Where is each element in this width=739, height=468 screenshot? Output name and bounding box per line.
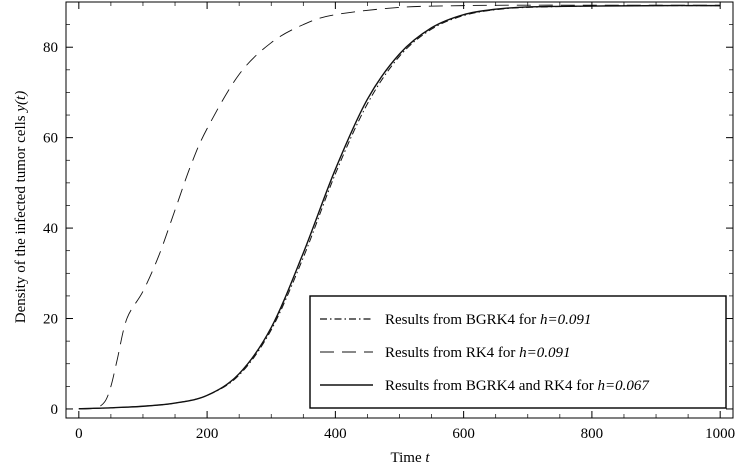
y-tick-label: 40: [43, 221, 58, 237]
legend-label-h: h=0.091: [540, 312, 591, 328]
x-tick-label: 400: [324, 426, 347, 442]
legend-label-h: h=0.091: [519, 345, 570, 361]
y-tick-label: 80: [43, 40, 58, 56]
legend-label-h: h=0.067: [598, 378, 651, 394]
y-axis-title-variable: y(t): [13, 91, 29, 114]
legend-label-3: Results from BGRK4 and RK4 for h=0.067: [385, 378, 650, 394]
y-axis-title-text: Density of the infected tumor cells: [13, 115, 29, 323]
legend-label-2: Results from RK4 for h=0.091: [385, 345, 571, 361]
x-tick-label: 800: [581, 426, 604, 442]
series-line-1: [78, 5, 721, 410]
y-tick-label: 60: [43, 131, 58, 147]
legend-label-text: Results from BGRK4 for: [385, 312, 540, 328]
legend-label-1: Results from BGRK4 for h=0.091: [385, 312, 591, 328]
x-tick-label: 200: [196, 426, 219, 442]
x-axis-title-variable: t: [425, 450, 430, 466]
axes: 0 200 400 600 800 1000 0 20 40 60 80: [43, 1, 735, 442]
x-tick-label: 600: [452, 426, 475, 442]
y-tick-label: 0: [51, 402, 59, 418]
x-tick-label: 1000: [705, 426, 735, 442]
legend-label-text: Results from RK4 for: [385, 345, 519, 361]
x-tick-label: 0: [75, 426, 83, 442]
x-axis-title: Time t: [390, 450, 430, 466]
y-tick-label: 20: [43, 312, 58, 328]
y-axis-title: Density of the infected tumor cells y(t): [13, 91, 29, 323]
legend-box: [309, 295, 727, 409]
x-axis-title-text: Time: [390, 450, 421, 466]
plot-area: [78, 4, 721, 410]
legend-label-text: Results from BGRK4 and RK4 for: [385, 378, 598, 394]
series-line-2: [78, 4, 721, 410]
